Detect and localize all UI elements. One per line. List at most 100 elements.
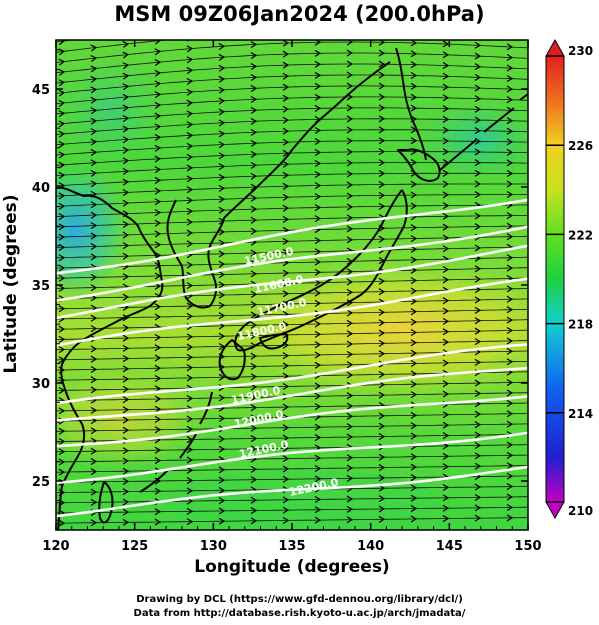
wind-arrow-head <box>506 389 514 397</box>
wind-arrow-head <box>346 82 354 90</box>
wind-arrow-head <box>378 319 386 327</box>
wind-arrow-head <box>186 153 194 161</box>
wind-arrow-head <box>282 475 290 483</box>
wind-arrow-head <box>282 455 290 463</box>
wind-arrow-head <box>282 248 290 256</box>
wind-arrow-head <box>58 202 66 210</box>
wind-arrow-head <box>346 412 354 420</box>
wind-arrow-head <box>474 327 482 335</box>
wind-arrow-head <box>474 317 482 325</box>
wind-arrow-head <box>186 487 194 495</box>
wind-arrow-head <box>186 240 194 248</box>
wind-arrow-head <box>218 322 226 330</box>
wind-arrow-head <box>186 142 194 150</box>
wind-arrow-head <box>154 508 162 516</box>
wind-arrow-head <box>90 243 98 251</box>
wind-arrow-head <box>506 285 514 293</box>
wind-arrow-head <box>250 373 258 381</box>
wind-arrow-head <box>90 498 98 506</box>
wind-arrow-head <box>442 463 450 471</box>
wind-arrow-head <box>378 422 386 430</box>
x-tick-label: 145 <box>436 539 463 554</box>
wind-arrow-head <box>90 447 98 455</box>
x-tick-label: 120 <box>42 539 69 554</box>
wind-arrow-head <box>250 424 258 432</box>
wind-arrow-head <box>346 299 354 307</box>
wind-arrow-head <box>442 61 450 69</box>
wind-arrow-head <box>122 365 130 373</box>
wind-arrow-head <box>314 60 322 68</box>
y-tick-label: 25 <box>32 475 50 490</box>
wind-arrow-head <box>410 370 418 378</box>
wind-arrow-head <box>378 202 386 210</box>
wind-arrow-head <box>346 104 354 112</box>
wind-arrow-head <box>410 287 418 295</box>
wind-arrow-head <box>186 67 194 75</box>
wind-arrow-head <box>378 412 386 420</box>
wind-arrow-head <box>250 290 258 298</box>
wind-arrow-head <box>314 49 322 57</box>
wind-arrow-head <box>378 277 386 285</box>
wind-arrow-head <box>154 133 162 142</box>
wind-arrow-head <box>314 392 322 400</box>
wind-arrow-head <box>122 518 130 526</box>
wind-arrow-head <box>186 507 194 515</box>
wind-arrow-head <box>314 351 322 359</box>
wind-arrow-head <box>475 32 480 38</box>
wind-arrow-head <box>218 173 226 181</box>
wind-arrow-head <box>283 29 288 35</box>
wind-arrow-head <box>218 332 226 340</box>
wind-arrow-head <box>410 158 418 167</box>
coastline-kuril <box>439 93 528 171</box>
wind-arrow-head <box>58 151 66 159</box>
wind-arrow-head <box>410 339 418 347</box>
wind-arrow-head <box>346 278 354 286</box>
wind-arrow-head <box>346 203 354 211</box>
coastline-manchuria <box>223 61 391 219</box>
wind-arrow-head <box>154 176 162 184</box>
wind-arrow-head <box>122 467 130 475</box>
wind-arrow-head <box>314 193 322 201</box>
wind-arrow-head <box>122 273 130 281</box>
wind-arrow-head <box>506 264 514 272</box>
wind-arrow-head <box>186 333 194 341</box>
wind-arrow-head <box>250 517 258 525</box>
wind-arrow-head <box>314 258 322 266</box>
wind-arrow-head <box>506 347 514 355</box>
wind-arrow-head <box>122 136 130 144</box>
wind-arrow-head <box>250 496 258 504</box>
wind-arrow-head <box>474 116 482 124</box>
wind-arrow-head <box>506 326 514 335</box>
wind-arrow-head <box>378 391 386 399</box>
wind-arrow-head <box>218 239 226 247</box>
wind-arrow-head <box>314 82 322 90</box>
wind-arrow-head <box>314 423 322 431</box>
wind-arrow-head <box>378 60 386 68</box>
wind-arrow-head <box>90 107 98 115</box>
wind-arrow-head <box>154 59 162 67</box>
wind-arrow-head <box>442 328 450 336</box>
wind-arrow-head <box>219 32 224 38</box>
wind-arrow-head <box>282 83 290 91</box>
wind-arrow-head <box>506 420 514 428</box>
wind-arrow-head <box>282 50 290 58</box>
x-tick-label: 130 <box>200 539 227 554</box>
wind-arrow-head <box>90 519 98 527</box>
wind-arrow-head <box>410 411 418 419</box>
wind-arrow-head <box>58 346 66 354</box>
wind-arrow-head <box>410 202 418 210</box>
wind-arrow-head <box>218 53 226 61</box>
wind-arrow-head <box>474 431 482 439</box>
wind-arrow-head <box>314 104 322 112</box>
wind-arrow-head <box>90 406 98 414</box>
wind-arrow-head <box>154 374 162 382</box>
wind-arrow-head <box>346 170 354 178</box>
height-contour <box>56 465 528 518</box>
wind-arrow-head <box>314 299 322 307</box>
wind-arrow-head <box>186 302 194 310</box>
wind-arrow-head <box>378 82 386 90</box>
wind-arrow-head <box>122 189 130 197</box>
wind-arrow-head <box>410 318 418 326</box>
wind-arrow-head <box>154 457 162 465</box>
wind-arrow-head <box>474 441 482 449</box>
